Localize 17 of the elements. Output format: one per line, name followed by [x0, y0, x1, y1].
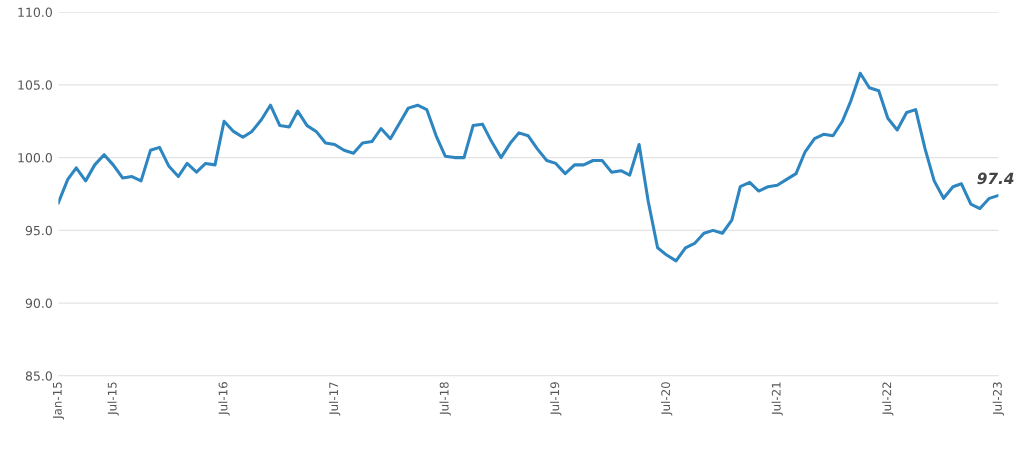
y-tick-label: 95.0 [25, 225, 52, 236]
y-tick-label: 100.0 [18, 153, 52, 163]
x-tick-label: Jul-22 [882, 382, 894, 416]
x-tick-label: Jul-21 [771, 382, 783, 416]
x-tick-label: Jul-15 [107, 382, 119, 416]
x-tick-label: Jul-23 [992, 382, 1005, 416]
x-tick-label: Jul-17 [328, 382, 341, 416]
x-tick-label: Jul-18 [439, 382, 451, 416]
x-tick-label: Jul-20 [660, 382, 673, 416]
x-tick-label: Jul-16 [218, 382, 230, 416]
x-tick-label: Jul-19 [550, 382, 562, 416]
y-tick-label: 85.0 [25, 371, 52, 381]
y-tick-label: 105.0 [18, 80, 52, 90]
y-tick-label: 110.0 [18, 7, 52, 18]
y-tick-label: 90.0 [25, 298, 52, 308]
x-tick-label: Jan-15 [53, 382, 64, 420]
annotation: 97.4 [977, 172, 1014, 185]
